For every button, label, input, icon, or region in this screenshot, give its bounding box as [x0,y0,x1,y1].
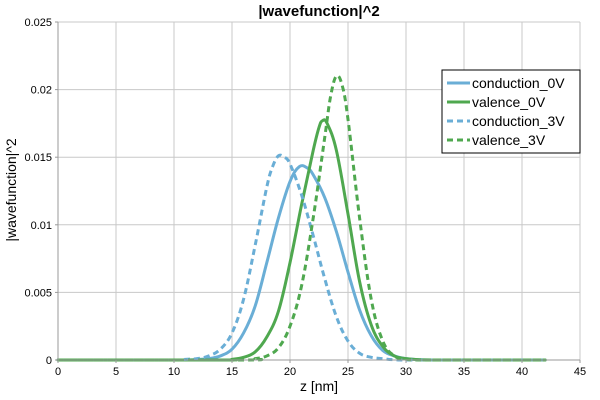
legend-label-conduction_0V: conduction_0V [472,75,565,91]
x-tick-label-9: 45 [574,366,586,378]
x-tick-label-0: 0 [55,366,61,378]
x-axis-title: z [nm] [300,378,338,394]
legend-label-valence_3V: valence_3V [472,132,546,148]
x-tick-label-7: 35 [458,366,470,378]
y-tick-label-2: 0.01 [31,220,52,232]
x-tick-label-5: 25 [342,366,354,378]
legend: conduction_0V valence_0V conduction_3Vvale… [441,69,581,154]
y-tick-label-0: 0 [46,355,52,367]
chart-title: |wavefunction|^2 [258,3,379,20]
x-tick-label-1: 5 [113,366,119,378]
series-line-valence_0V [56,118,547,362]
y-tick-label-1: 0.005 [24,287,52,299]
series-line-conduction_3V [58,153,546,362]
x-tick-label-8: 40 [516,366,528,378]
y-axis-title: |wavefunction|^2 [3,138,19,242]
legend-label-valence_0V: valence_0V [472,94,546,110]
x-tick-label-3: 15 [226,366,238,378]
y-tick-label-3: 0.015 [24,152,52,164]
axes [55,21,581,363]
legend-label-conduction_3V: conduction_3V [472,113,565,129]
x-tick-label-6: 30 [400,366,412,378]
y-tick-label-4: 0.02 [31,85,52,97]
x-tick-label-4: 20 [284,366,296,378]
x-tick-label-2: 10 [168,366,180,378]
tick-labels: 0 5 10 15 20 25 30 35 40 45 0 0.005 0.01 0.015 0.02 0.0… [24,17,586,378]
series-line-valence_3V [58,74,546,362]
y-tick-label-5: 0.025 [24,17,52,29]
plot-area [56,74,547,362]
